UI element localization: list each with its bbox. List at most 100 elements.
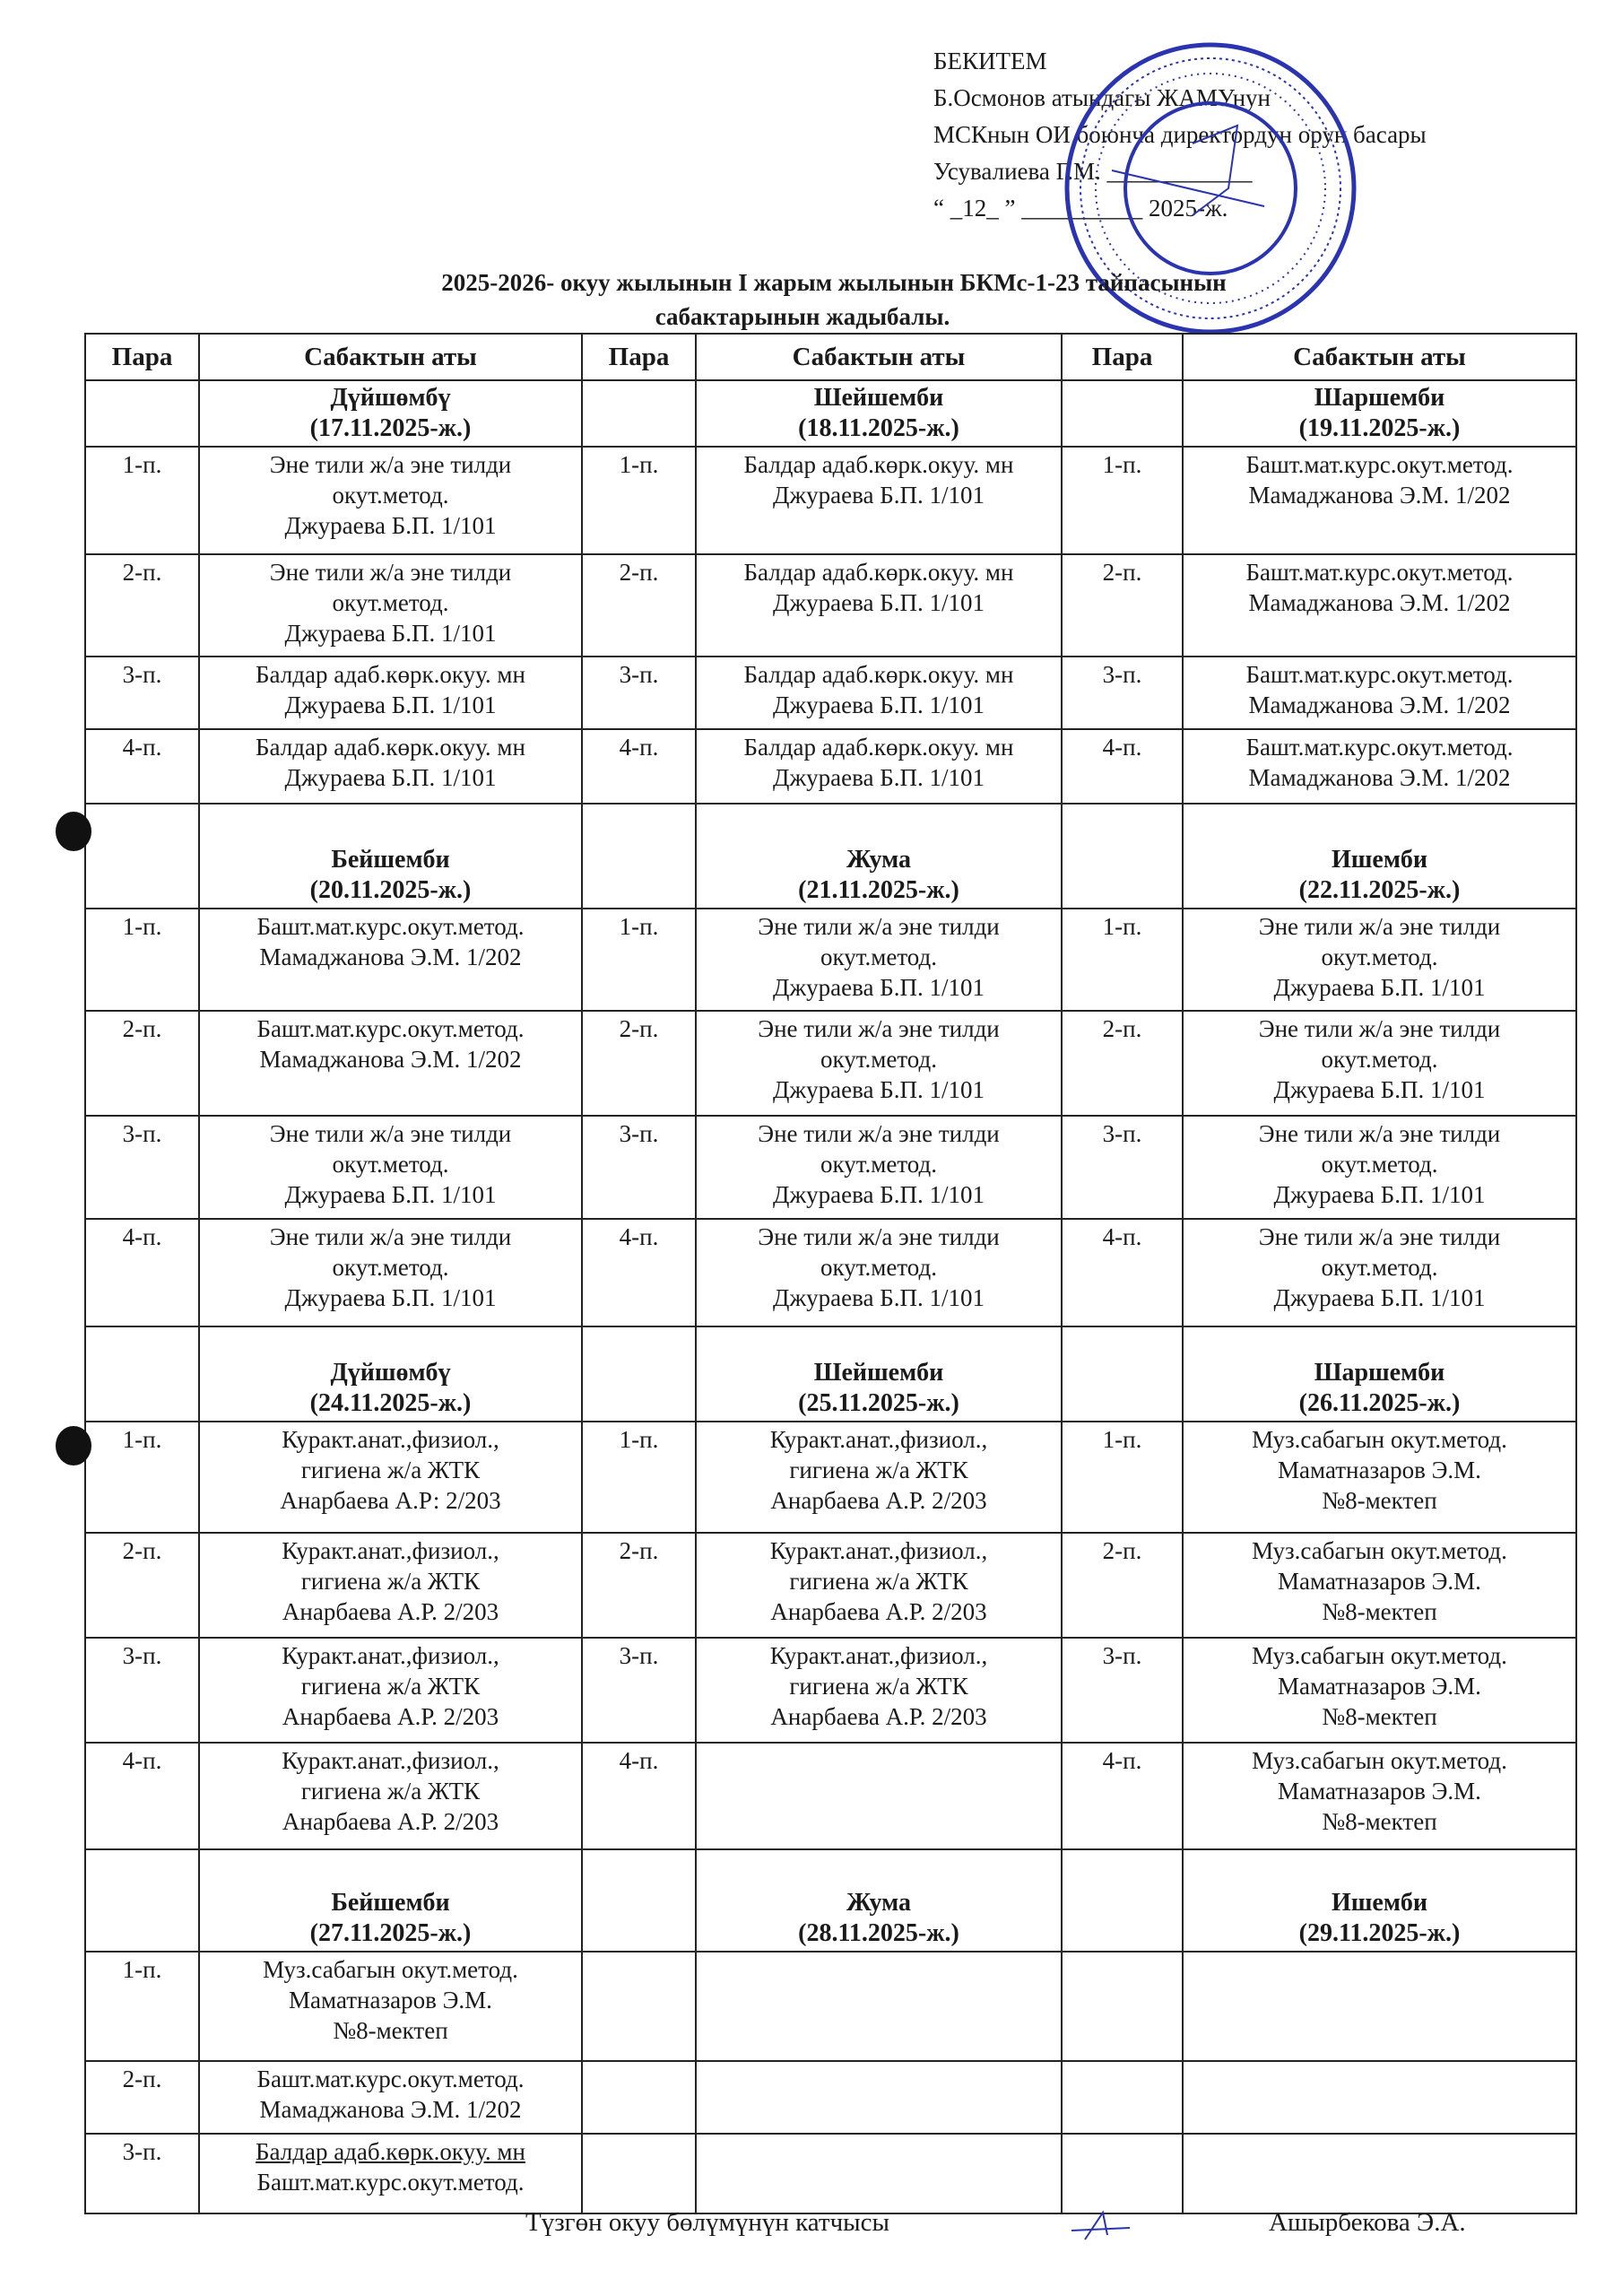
lesson-cell: Муз.сабагын окут.метод. Маматназаров Э.М.… (1182, 1421, 1577, 1534)
lesson-cell: Куракт.анат.,физиол., гигиена ж/а ЖТК Анар… (695, 1637, 1063, 1744)
lesson-line: Джураева Б.П. 1/101 (284, 691, 497, 718)
lesson-cell: Куракт.анат.,физиол., гигиена ж/а ЖТК Анар… (695, 1532, 1063, 1639)
lesson-line: Башт.мат.курс.окут.метод. (1245, 451, 1514, 478)
para-number: 3-п. (581, 1637, 697, 1744)
para-number: 1-п. (581, 1421, 697, 1534)
day-name: Дүйшөмбү (330, 1359, 451, 1387)
para-number: 2-п. (581, 1010, 697, 1117)
empty-cell (581, 379, 697, 448)
lesson-line: Мамаджанова Э.М. 1/202 (259, 1046, 522, 1073)
lesson-line: Джураева Б.П. 1/101 (773, 1284, 985, 1311)
day-header-row: Бейшемби (20.11.2025-ж.) Жума (21.11.2025-ж… (84, 803, 1577, 909)
lesson-line: №8-мектеп (333, 2017, 448, 2044)
lesson-row: 3-п. Балдар адаб.көрк.окуу. мн Джураева Б.… (84, 656, 1577, 730)
lesson-line: гигиена ж/а ЖТК (300, 1778, 481, 1805)
lesson-row: 4-п. Эне тили ж/а эне тилди окут.метод. Джу… (84, 1218, 1577, 1327)
lesson-cell: Эне тили ж/а эне тилди окут.метод. Джураев… (1182, 1115, 1577, 1220)
lesson-line: Эне тили ж/а эне тилди (1258, 1120, 1501, 1147)
day-name: Бейшемби (331, 846, 450, 874)
lesson-line: Балдар адаб.көрк.окуу. мн (743, 734, 1014, 761)
para-number: 3-п. (581, 656, 697, 730)
lesson-cell: Башт.мат.курс.окут.метод. Мамаджанова Э.М… (1182, 446, 1577, 555)
lesson-line: Джураева Б.П. 1/101 (1273, 1076, 1486, 1103)
lesson-cell: Муз.сабагын окут.метод. Маматназаров Э.М.… (198, 1951, 583, 2062)
empty-cell (84, 803, 200, 909)
lesson-line: Маматназаров Э.М. (1278, 1457, 1481, 1483)
lesson-cell: Эне тили ж/а эне тилди окут.метод. Джураев… (1182, 1218, 1577, 1327)
day-date: (27.11.2025-ж.) (309, 1919, 472, 1947)
para-number: 3-п. (1061, 1637, 1184, 1744)
lesson-line: Джураева Б.П. 1/101 (773, 1181, 985, 1208)
para-number: 3-п. (84, 2133, 200, 2214)
lesson-line: №8-мектеп (1322, 1703, 1437, 1730)
schedule-table: Пара Сабактын аты Пара Сабактын аты Пара Саба… (84, 333, 1577, 2214)
lesson-line: окут.метод. (1321, 944, 1438, 970)
lesson-row: 4-п. Балдар адаб.көрк.окуу. мн Джураева Б.… (84, 728, 1577, 804)
lesson-line: Эне тили ж/а эне тилди (758, 1015, 1000, 1042)
lesson-cell: Балдар адаб.көрк.окуу. мн Башт.мат.курс.о… (198, 2133, 583, 2214)
lesson-line: Анарбаева А.Р. 2/203 (770, 1487, 987, 1514)
para-number (1061, 2133, 1184, 2214)
lesson-line: окут.метод. (820, 944, 937, 970)
day-date: (22.11.2025-ж.) (1298, 876, 1461, 904)
lesson-line: Анарбаева А.Р. 2/203 (282, 1808, 499, 1835)
lesson-cell (695, 1951, 1063, 2062)
lesson-line: Джураева Б.П. 1/101 (1273, 1284, 1486, 1311)
para-number: 2-п. (1061, 1532, 1184, 1639)
day-date: (18.11.2025-ж.) (798, 414, 959, 442)
lesson-line: Эне тили ж/а эне тилди (269, 559, 512, 586)
lesson-line: гигиена ж/а ЖТК (789, 1457, 968, 1483)
lesson-line: Джураева Б.П. 1/101 (1273, 1181, 1486, 1208)
para-number: 2-п. (581, 1532, 697, 1639)
lesson-cell: Балдар адаб.көрк.окуу. мн Джураева Б.П. 1… (198, 656, 583, 730)
lesson-line: Куракт.анат.,физиол., (282, 1642, 499, 1669)
day-header-row: Дүйшөмбү (24.11.2025-ж.) Шейшемби (25.11.20… (84, 1326, 1577, 1422)
lesson-line: Эне тили ж/а эне тилди (269, 1223, 512, 1250)
lesson-cell: Балдар адаб.көрк.окуу. мн Джураева Б.П. 1… (695, 553, 1063, 657)
lesson-line: Эне тили ж/а эне тилди (269, 451, 512, 478)
lesson-line: окут.метод. (332, 589, 449, 616)
lesson-line: Куракт.анат.,физиол., (282, 1426, 499, 1453)
lesson-cell: Эне тили ж/а эне тилди окут.метод. Джураев… (1182, 908, 1577, 1012)
lesson-line: гигиена ж/а ЖТК (789, 1568, 968, 1595)
column-header: Пара (84, 333, 200, 381)
day-name: Дүйшөмбү (330, 384, 451, 412)
footer-role: Түзгөн окуу бөлүмүнүн катчысы (525, 2208, 889, 2237)
lesson-cell (695, 1742, 1063, 1850)
lesson-line: Анарбаева А.Р: 2/203 (280, 1487, 501, 1514)
lesson-line: Джураева Б.П. 1/101 (284, 1181, 497, 1208)
lesson-cell: Балдар адаб.көрк.окуу. мн Джураева Б.П. 1… (198, 728, 583, 804)
day-name: Шейшемби (813, 1359, 944, 1387)
lesson-line: Муз.сабагын окут.метод. (1252, 1537, 1507, 1564)
lesson-line: гигиена ж/а ЖТК (789, 1673, 968, 1700)
footer-name: Ашырбекова Э.А. (1269, 2208, 1466, 2237)
lesson-cell (695, 2133, 1063, 2214)
lesson-line: окут.метод. (332, 1151, 449, 1178)
para-number: 4-п. (581, 1218, 697, 1327)
lesson-line: Джураева Б.П. 1/101 (773, 589, 985, 616)
lesson-line: Балдар адаб.көрк.окуу. мн (256, 2138, 525, 2165)
lesson-line: Маматназаров Э.М. (1278, 1568, 1481, 1595)
document-title: 2025-2026- окуу жылынын I жарым жылынын … (0, 265, 1605, 334)
lesson-line: Анарбаева А.Р. 2/203 (282, 1703, 499, 1730)
lesson-line: окут.метод. (1321, 1254, 1438, 1281)
lesson-line: окут.метод. (1321, 1151, 1438, 1178)
para-number: 1-п. (84, 1421, 200, 1534)
lesson-row: 4-п. Куракт.анат.,физиол., гигиена ж/а ЖТК… (84, 1742, 1577, 1850)
para-number (581, 2060, 697, 2135)
lesson-row: 3-п. Куракт.анат.,физиол., гигиена ж/а ЖТК… (84, 1637, 1577, 1744)
lesson-cell: Балдар адаб.көрк.окуу. мн Джураева Б.П. 1… (695, 728, 1063, 804)
lesson-line: Башт.мат.курс.окут.метод. (1245, 661, 1514, 688)
day-name: Ишемби (1331, 846, 1428, 874)
day-date: (28.11.2025-ж.) (798, 1919, 959, 1947)
empty-cell (1061, 803, 1184, 909)
day-header-row: Дүйшөмбү (17.11.2025-ж.) Шейшемби (18.11.20… (84, 379, 1577, 448)
lesson-line: №8-мектеп (1322, 1487, 1437, 1514)
day-date: (29.11.2025-ж.) (1298, 1919, 1461, 1947)
lesson-cell: Башт.мат.курс.окут.метод. Мамаджанова Э.М… (1182, 656, 1577, 730)
empty-cell (84, 1326, 200, 1422)
punch-hole (56, 812, 91, 851)
lesson-line: Куракт.анат.,физиол., (769, 1426, 988, 1453)
day-name: Шаршемби (1314, 1359, 1445, 1387)
day-name: Шейшемби (813, 384, 944, 412)
